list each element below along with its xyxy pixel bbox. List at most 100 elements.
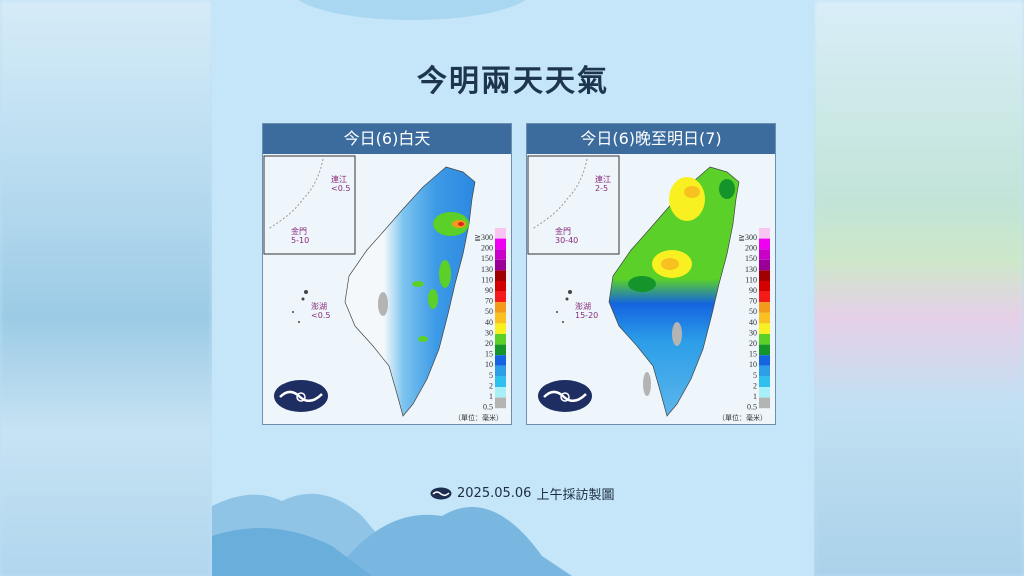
unit-label: （單位：毫米） bbox=[454, 413, 503, 422]
legend-swatch bbox=[759, 344, 770, 356]
legend-swatch bbox=[495, 291, 506, 303]
legend-swatch bbox=[495, 312, 506, 324]
legend-label: 130 bbox=[481, 265, 493, 274]
legend-label: ≧300 bbox=[738, 233, 757, 242]
legend-label: 50 bbox=[749, 307, 757, 316]
legend-swatch bbox=[495, 397, 506, 409]
legend-label: 70 bbox=[749, 297, 757, 306]
rainfall-map: 連江 2-5 金門 30-40 澎湖 15-20 ≧300 200 150 130 11… bbox=[527, 154, 775, 424]
blurred-background-left bbox=[0, 0, 212, 576]
legend-swatch bbox=[495, 376, 506, 387]
legend-label: 110 bbox=[745, 275, 757, 284]
legend-swatch bbox=[759, 291, 770, 303]
legend-label: 5 bbox=[753, 371, 757, 380]
legend-label: 1 bbox=[753, 392, 757, 401]
legend-label: 20 bbox=[485, 339, 493, 348]
legend-swatch bbox=[759, 387, 770, 398]
cwa-logo bbox=[538, 380, 592, 412]
legend-label: 90 bbox=[749, 286, 757, 295]
legend-label: 5 bbox=[489, 371, 493, 380]
inset-value: 2-5 bbox=[595, 184, 608, 193]
unit-label: （單位：毫米） bbox=[718, 413, 767, 422]
legend-label: 90 bbox=[485, 286, 493, 295]
taiwan-rainfall-area bbox=[344, 166, 476, 417]
inset-label: 澎湖 bbox=[311, 301, 327, 311]
legend-swatch bbox=[759, 259, 770, 271]
inset-label: 金門 bbox=[555, 226, 571, 236]
legend-swatch bbox=[759, 397, 770, 409]
inset-value: <0.5 bbox=[311, 311, 330, 320]
legend-label: 0.5 bbox=[483, 403, 493, 412]
cwa-logo-icon bbox=[430, 487, 452, 500]
inset-value: 30-40 bbox=[555, 236, 578, 245]
panel-header: 今日(6)晚至明日(7) bbox=[527, 124, 775, 154]
cloud-decoration bbox=[292, 0, 532, 20]
legend-label: 150 bbox=[481, 254, 493, 263]
inset-box bbox=[263, 155, 356, 255]
legend-label: 15 bbox=[485, 350, 493, 359]
legend-swatch bbox=[759, 312, 770, 324]
panel-today-daytime: 今日(6)白天 連江 <0.5 金門 5-10 澎湖 <0.5 ≧300 200 1… bbox=[262, 123, 512, 425]
legend-swatch bbox=[495, 365, 506, 377]
legend-swatch bbox=[495, 334, 506, 345]
penghu-islands bbox=[292, 290, 308, 323]
legend-label: ≧300 bbox=[474, 233, 493, 242]
legend-swatch bbox=[759, 355, 770, 366]
legend-swatch bbox=[759, 228, 770, 239]
legend-swatch bbox=[495, 344, 506, 356]
legend-swatch bbox=[759, 334, 770, 345]
legend-label: 0.5 bbox=[747, 403, 757, 412]
inset-label: 連江 bbox=[331, 174, 347, 184]
legend-swatch bbox=[495, 238, 506, 250]
inset-value: 15-20 bbox=[575, 311, 598, 320]
panel-header: 今日(6)白天 bbox=[263, 124, 511, 154]
inset-label: 金門 bbox=[291, 226, 307, 236]
legend-label: 30 bbox=[485, 328, 493, 337]
footer: 2025.05.06 上午採訪製圖 bbox=[430, 484, 614, 503]
legend-swatch bbox=[495, 270, 506, 281]
legend-label: 30 bbox=[749, 328, 757, 337]
inset-value: <0.5 bbox=[331, 184, 350, 193]
footer-date: 2025.05.06 bbox=[457, 486, 532, 501]
inset-value: 5-10 bbox=[291, 236, 309, 245]
legend-swatch bbox=[495, 355, 506, 366]
legend-swatch bbox=[759, 376, 770, 387]
legend-swatch bbox=[759, 238, 770, 250]
legend-swatch bbox=[759, 281, 770, 292]
legend-label: 200 bbox=[745, 244, 757, 253]
legend-swatch bbox=[495, 281, 506, 292]
legend-label: 40 bbox=[485, 318, 493, 327]
legend-label: 10 bbox=[485, 360, 493, 369]
legend-label: 10 bbox=[749, 360, 757, 369]
page-title: 今明兩天天氣 bbox=[417, 64, 609, 99]
panel-tonight-tomorrow: 今日(6)晚至明日(7) 連江 2-5 金門 30-40 澎湖 15-20 ≧3… bbox=[526, 123, 776, 425]
mountain-decoration bbox=[212, 493, 572, 576]
taiwan-rainfall-area bbox=[608, 166, 740, 417]
legend-label: 2 bbox=[753, 381, 757, 390]
legend-label: 50 bbox=[485, 307, 493, 316]
footer-text: 上午採訪製圖 bbox=[536, 488, 615, 503]
legend-label: 70 bbox=[485, 297, 493, 306]
legend-swatch bbox=[759, 365, 770, 377]
map-svg: 連江 2-5 金門 30-40 澎湖 15-20 ≧30020015013011… bbox=[527, 155, 770, 422]
legend-swatch bbox=[759, 249, 770, 260]
legend-label: 150 bbox=[745, 254, 757, 263]
penghu-islands bbox=[556, 290, 572, 323]
legend-label: 20 bbox=[749, 339, 757, 348]
legend-label: 15 bbox=[749, 350, 757, 359]
legend-label: 200 bbox=[481, 244, 493, 253]
legend-label: 2 bbox=[489, 381, 493, 390]
legend-swatch bbox=[495, 387, 506, 398]
legend-label: 40 bbox=[749, 318, 757, 327]
cwa-logo bbox=[274, 380, 328, 412]
legend-swatch bbox=[495, 259, 506, 271]
legend-swatch bbox=[495, 228, 506, 239]
legend-swatch bbox=[759, 302, 770, 313]
legend-label: 130 bbox=[745, 265, 757, 274]
inset-label: 澎湖 bbox=[575, 301, 591, 311]
blurred-background-right bbox=[814, 0, 1024, 576]
legend-swatch bbox=[759, 270, 770, 281]
legend-swatch bbox=[495, 302, 506, 313]
legend-label: 110 bbox=[481, 275, 493, 284]
